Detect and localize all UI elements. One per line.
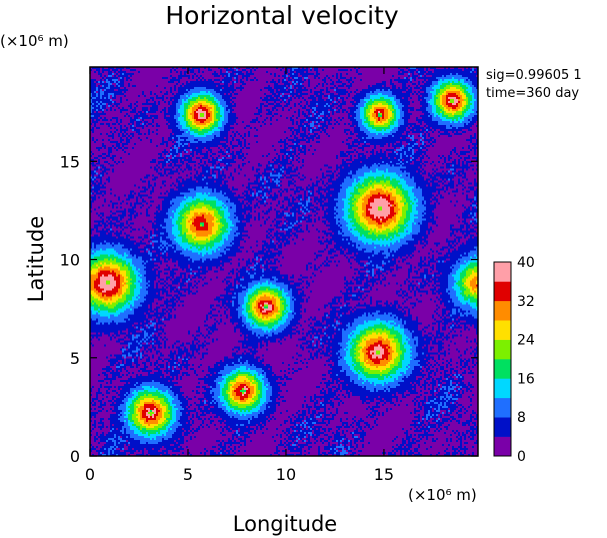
colorbar-frame [493, 261, 512, 457]
colorbar-swatch [494, 417, 511, 437]
x-tick-label: 10 [276, 465, 296, 484]
plot-area [89, 66, 479, 457]
x-axis-label: Longitude [233, 512, 337, 536]
chart-title: Horizontal velocity [165, 1, 399, 30]
colorbar-tick-label: 16 [517, 371, 535, 387]
x-axis: 0 5 10 15 [85, 67, 394, 484]
colorbar: 0 8 16 24 32 40 [493, 255, 535, 465]
x-scale-label: (×10⁶ m) [408, 486, 477, 504]
colorbar-swatch [494, 436, 511, 457]
heatmap-field [90, 67, 478, 456]
y-tick-label: 10 [60, 251, 80, 270]
colorbar-swatch [494, 262, 511, 282]
colorbar-tick-label: 40 [517, 255, 535, 271]
colorbar-tick-label: 0 [517, 449, 526, 465]
colorbar-swatch [494, 300, 511, 321]
colorbar-swatch [494, 359, 511, 379]
colorbar-swatch [494, 281, 511, 302]
y-scale-label: (×10⁶ m) [0, 32, 69, 50]
annotation-sig: sig=0.99605 1 [486, 68, 582, 83]
y-axis-label: Latitude [24, 216, 48, 302]
colorbar-swatch [494, 378, 511, 399]
colorbar-tick-label: 8 [517, 410, 526, 426]
plot-frame [89, 66, 479, 457]
y-tick-label: 5 [70, 349, 80, 368]
annotation-time: time=360 day [486, 86, 579, 101]
x-tick-label: 5 [183, 465, 193, 484]
colorbar-swatch [494, 339, 511, 360]
colorbar-tick-label: 32 [517, 294, 535, 310]
x-tick-label: 0 [85, 465, 95, 484]
x-tick-label: 15 [374, 465, 394, 484]
y-tick-label: 15 [60, 152, 80, 171]
colorbar-swatch [494, 397, 511, 418]
y-axis: 0 5 10 15 [60, 152, 478, 466]
y-tick-label: 0 [70, 447, 80, 466]
colorbar-swatch [494, 320, 511, 340]
colorbar-tick-label: 24 [517, 333, 535, 349]
